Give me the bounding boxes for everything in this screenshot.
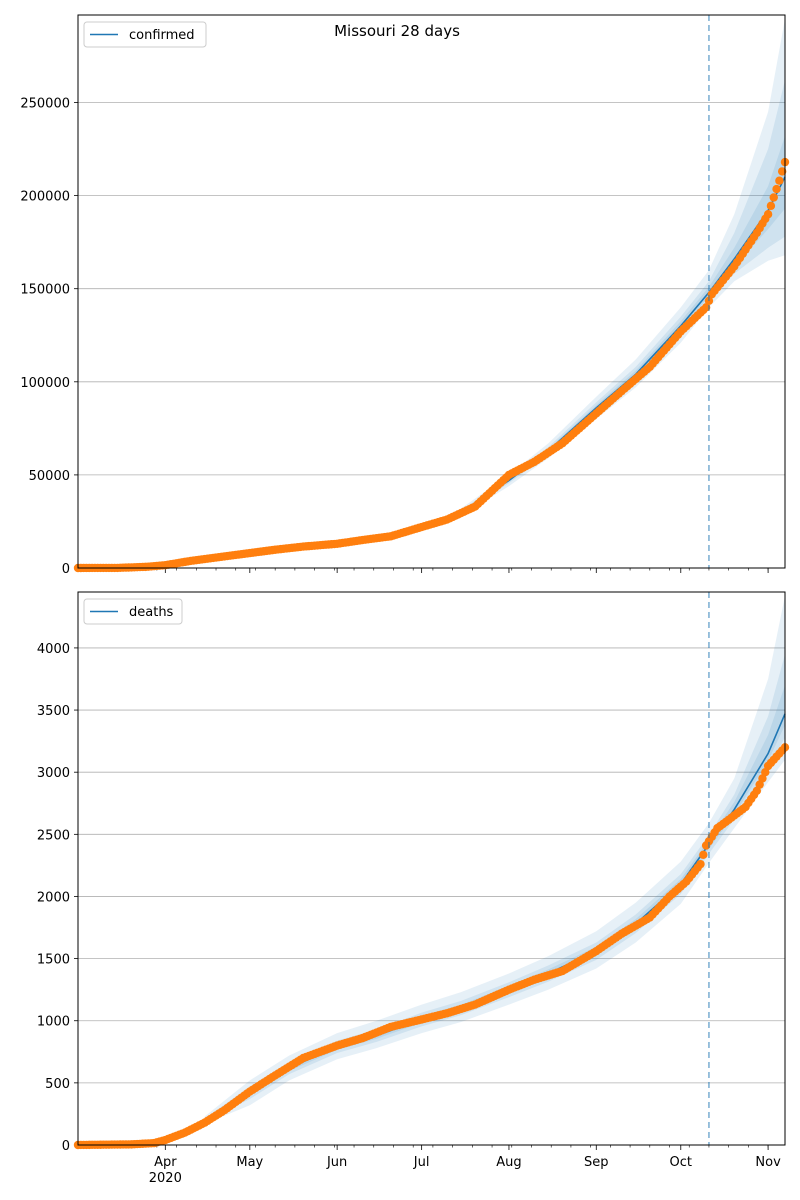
x-tick-label: Sep bbox=[584, 1155, 609, 1170]
x-tick-label: Apr bbox=[154, 1155, 177, 1170]
legend: confirmed bbox=[83, 21, 207, 48]
y-tick-label: 2500 bbox=[37, 828, 70, 843]
chart-title: Missouri 28 days bbox=[334, 22, 460, 40]
legend: deaths bbox=[83, 598, 183, 625]
x-tick-label: Jun bbox=[326, 1155, 347, 1170]
y-tick-label: 3000 bbox=[37, 766, 70, 781]
uncertainty-band bbox=[461, 136, 785, 514]
y-tick-label: 0 bbox=[62, 562, 70, 577]
y-tick-label: 250000 bbox=[20, 97, 70, 112]
observed-point bbox=[772, 184, 781, 194]
y-tick-label: 2000 bbox=[37, 890, 70, 905]
y-tick-label: 500 bbox=[45, 1077, 70, 1092]
legend-label: deaths bbox=[129, 605, 174, 620]
x-year-label: 2020 bbox=[149, 1171, 182, 1186]
x-tick-label: Jul bbox=[413, 1155, 430, 1170]
x-tick-label: Nov bbox=[755, 1155, 781, 1170]
legend-label: confirmed bbox=[129, 28, 195, 43]
y-tick-label: 1000 bbox=[37, 1015, 70, 1030]
deaths-panel: 0 500 1000 1500 2000 2500 3000 3500 4000 deaths Ap… bbox=[37, 591, 790, 1186]
y-tick-label: 4000 bbox=[37, 642, 70, 657]
y-tick-label: 100000 bbox=[20, 376, 70, 391]
axes-frame bbox=[77, 591, 786, 1146]
y-tick-label: 150000 bbox=[20, 283, 70, 298]
x-tick-label: May bbox=[236, 1155, 263, 1170]
legend-box bbox=[83, 21, 207, 48]
observed-point bbox=[763, 210, 773, 219]
observed-point bbox=[769, 193, 778, 202]
observed-point bbox=[775, 176, 784, 185]
observed-point bbox=[777, 167, 787, 176]
confirmed-panel: 0 50000 100000 150000 200000 250000 confirmed bbox=[20, 14, 790, 577]
model-line bbox=[77, 713, 786, 1146]
observed-point bbox=[696, 859, 705, 869]
legend-box bbox=[83, 598, 183, 625]
observed-point bbox=[766, 201, 776, 211]
model-line bbox=[77, 176, 786, 569]
axes-frame bbox=[77, 14, 786, 569]
y-tick-label: 1500 bbox=[37, 953, 70, 968]
y-tick-label: 0 bbox=[62, 1139, 70, 1154]
uncertainty-band bbox=[461, 18, 785, 516]
y-tick-label: 3500 bbox=[37, 704, 70, 719]
y-tick-label: 50000 bbox=[29, 469, 70, 484]
y-tick-label: 200000 bbox=[20, 190, 70, 205]
observed-point bbox=[699, 850, 708, 860]
uncertainty-band bbox=[461, 80, 785, 515]
x-tick-label: Oct bbox=[670, 1155, 692, 1170]
x-tick-label: Aug bbox=[496, 1155, 521, 1170]
uncertainty-band bbox=[204, 654, 785, 1123]
